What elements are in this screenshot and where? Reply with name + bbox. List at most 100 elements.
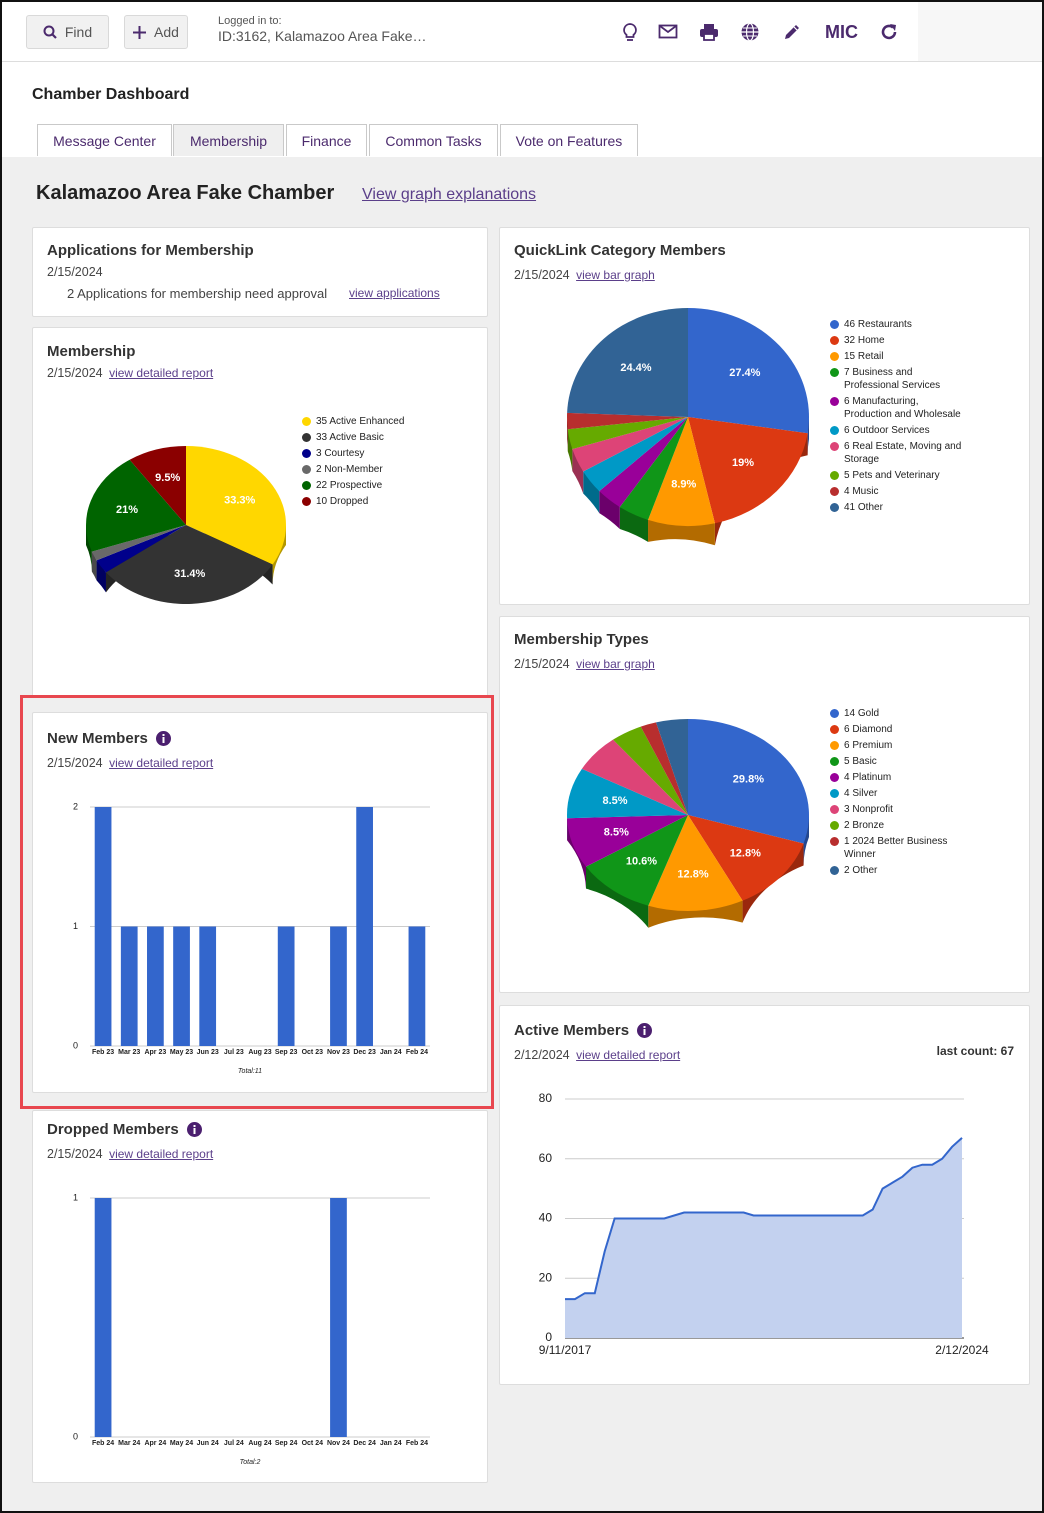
add-label: Add bbox=[154, 24, 179, 40]
print-icon[interactable] bbox=[699, 22, 719, 42]
bar-graph-link[interactable]: view bar graph bbox=[576, 268, 655, 282]
mail-icon[interactable] bbox=[658, 23, 678, 41]
legend-label: 41 Other bbox=[844, 502, 883, 513]
legend-item: 2 Non-Member bbox=[302, 463, 442, 476]
x-tick-label: Mar 23 bbox=[118, 1049, 141, 1056]
report-link[interactable]: view detailed report bbox=[109, 366, 214, 380]
tab[interactable]: Finance bbox=[286, 124, 367, 156]
legend-label: 5 Basic bbox=[844, 756, 877, 767]
legend-label: 46 Restaurants bbox=[844, 319, 912, 330]
panel-date: 2/15/2024 bbox=[47, 756, 103, 770]
x-tick-label: Feb 24 bbox=[405, 1440, 429, 1447]
legend-item: 6 Real Estate, Moving and Storage bbox=[830, 440, 965, 466]
legend-item: 6 Outdoor Services bbox=[830, 424, 965, 437]
graph-explanations-link[interactable]: View graph explanations bbox=[362, 186, 537, 203]
legend-label: 2 Non-Member bbox=[316, 464, 383, 475]
panel-title: Active Members bbox=[514, 1022, 630, 1039]
legend-label: 5 Pets and Veterinary bbox=[844, 470, 940, 481]
x-tick-label: Aug 24 bbox=[248, 1440, 272, 1447]
legend-item: 35 Active Enhanced bbox=[302, 415, 442, 428]
page-title: Chamber Dashboard bbox=[32, 86, 190, 103]
report-link[interactable]: view detailed report bbox=[109, 756, 214, 770]
membership-panel bbox=[32, 327, 488, 707]
mic-button[interactable]: MIC bbox=[825, 22, 858, 42]
refresh-icon[interactable] bbox=[879, 22, 899, 42]
edit-icon[interactable] bbox=[782, 22, 802, 42]
legend-label: 7 Business and Professional Services bbox=[844, 367, 941, 391]
legend-label: 32 Home bbox=[844, 335, 885, 346]
report-link[interactable]: view detailed report bbox=[109, 1147, 214, 1161]
legend-item: 6 Diamond bbox=[830, 723, 965, 736]
idea-icon[interactable] bbox=[620, 22, 640, 42]
legend-label: 33 Active Basic bbox=[316, 432, 384, 443]
bar-graph-link[interactable]: view bar graph bbox=[576, 657, 655, 671]
legend-item: 6 Premium bbox=[830, 739, 965, 752]
legend-label: 2 Other bbox=[844, 865, 878, 876]
legend-label: 6 Manufacturing, Production and Wholesal… bbox=[844, 396, 961, 420]
x-tick-label: Jul 23 bbox=[223, 1049, 244, 1056]
panel-date: 2/15/2024 bbox=[47, 1147, 103, 1161]
x-tick-label: Feb 24 bbox=[405, 1049, 429, 1056]
view-applications-link[interactable]: view applications bbox=[349, 286, 440, 300]
legend-label: 3 Courtesy bbox=[316, 448, 365, 459]
legend-item: 6 Manufacturing, Production and Wholesal… bbox=[830, 395, 965, 421]
tab[interactable]: Vote on Features bbox=[500, 124, 638, 156]
applications-text: 2 Applications for membership need appro… bbox=[67, 286, 328, 301]
add-button[interactable]: Add bbox=[124, 15, 188, 49]
legend-label: 22 Prospective bbox=[316, 480, 383, 491]
find-button[interactable]: Find bbox=[26, 15, 109, 49]
panel-date: 2/15/2024 bbox=[514, 657, 570, 671]
x-tick-label: Jun 24 bbox=[196, 1440, 219, 1447]
report-link[interactable]: view detailed report bbox=[576, 1048, 681, 1062]
legend-label: 10 Dropped bbox=[316, 496, 369, 507]
legend: 46 Restaurants 32 Home 15 Retail 7 Business… bbox=[830, 318, 965, 517]
toolbar-filler bbox=[918, 2, 1042, 62]
legend-label: 14 Gold bbox=[844, 708, 880, 719]
x-tick-label: May 24 bbox=[169, 1440, 194, 1447]
logged-in-label: Logged in to: bbox=[218, 15, 282, 27]
search-icon bbox=[43, 25, 57, 39]
x-tick-label: Dec 24 bbox=[353, 1440, 376, 1447]
x-tick-label: Apr 23 bbox=[144, 1049, 167, 1056]
x-tick-label: Jul 24 bbox=[223, 1440, 244, 1447]
x-tick-label: Feb 23 bbox=[91, 1049, 115, 1056]
tab-active[interactable]: Membership bbox=[173, 124, 284, 156]
panel-date: 2/15/2024 bbox=[514, 268, 570, 282]
legend-swatch bbox=[302, 497, 311, 506]
logged-in-value[interactable]: ID:3162, Kalamazoo Area Fake… bbox=[218, 28, 427, 44]
x-tick-label: Aug 23 bbox=[248, 1049, 272, 1056]
legend-swatch bbox=[302, 449, 311, 458]
x-tick-label: Feb 24 bbox=[91, 1440, 115, 1447]
x-tick-label: Oct 23 bbox=[301, 1049, 323, 1056]
legend-swatch bbox=[830, 426, 839, 435]
x-tick-label: Sep 23 bbox=[274, 1049, 298, 1056]
legend-item: 4 Platinum bbox=[830, 771, 965, 784]
x-tick-label: Sep 24 bbox=[274, 1440, 298, 1447]
legend-swatch bbox=[830, 487, 839, 496]
active-members-panel bbox=[499, 1005, 1030, 1385]
info-icon[interactable] bbox=[637, 1023, 653, 1038]
legend-item: 3 Nonprofit bbox=[830, 803, 965, 816]
legend-swatch bbox=[830, 320, 839, 329]
legend: 14 Gold 6 Diamond 6 Premium 5 Basic 4 Platin… bbox=[830, 707, 965, 880]
info-icon[interactable] bbox=[186, 1122, 202, 1137]
legend-label: 1 2024 Better Business Winner bbox=[844, 836, 948, 860]
dropped-members-panel bbox=[32, 1110, 488, 1483]
globe-icon[interactable] bbox=[740, 22, 760, 42]
info-icon[interactable] bbox=[155, 731, 171, 746]
legend-label: 3 Nonprofit bbox=[844, 804, 893, 815]
legend-item: 2 Other bbox=[830, 864, 965, 877]
legend-item: 1 2024 Better Business Winner bbox=[830, 835, 965, 861]
x-tick-label: Nov 23 bbox=[326, 1049, 350, 1056]
tab[interactable]: Message Center bbox=[37, 124, 172, 156]
panel-title: Membership bbox=[47, 343, 136, 360]
legend-item: 7 Business and Professional Services bbox=[830, 366, 965, 392]
legend-item: 32 Home bbox=[830, 334, 965, 347]
legend: 35 Active Enhanced 33 Active Basic 3 Court… bbox=[302, 415, 442, 511]
find-label: Find bbox=[64, 24, 93, 40]
legend-item: 4 Music bbox=[830, 485, 965, 498]
tab[interactable]: Common Tasks bbox=[369, 124, 498, 156]
panel-title: QuickLink Category Members bbox=[514, 242, 726, 259]
legend-item: 5 Pets and Veterinary bbox=[830, 469, 965, 482]
x-tick-label: Mar 24 bbox=[118, 1440, 141, 1447]
